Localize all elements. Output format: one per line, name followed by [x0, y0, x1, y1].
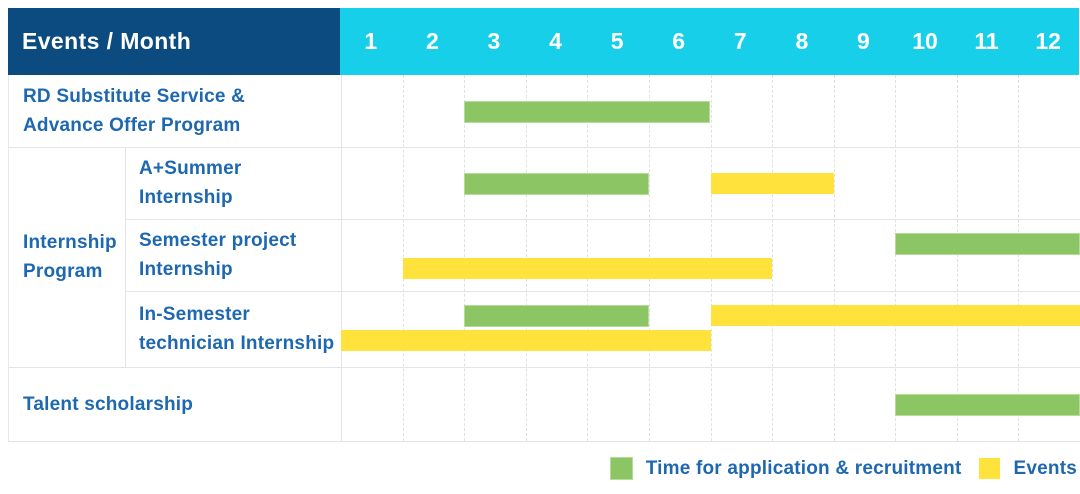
- month-gridline: [833, 75, 835, 441]
- row-label-a-plus-summer-internship: A+Summer Internship: [139, 147, 241, 219]
- table-header-row: Events / Month 1 2 3 4 5 6 7 8 9 10 11 12: [8, 8, 1079, 75]
- gantt-bar-event-in-semester-technician-internship: [341, 330, 711, 351]
- month-header-2: 2: [425, 28, 439, 54]
- gantt-bar-event-semester-project-internship: [402, 258, 773, 279]
- label-column-divider: [341, 75, 342, 441]
- month-header-4: 4: [549, 28, 562, 54]
- month-gridline: [895, 75, 897, 441]
- legend-swatch-application: [609, 457, 633, 480]
- row-label-rd-substitute-service: RD Substitute Service & Advance Offer Pro…: [23, 75, 245, 147]
- gantt-bar-application-rd-substitute-service: [464, 100, 711, 123]
- row-label-line: A+Summer: [139, 158, 242, 179]
- events-month-table: Events / Month 1 2 3 4 5 6 7 8 9 10 11 12 RD Substi…: [8, 8, 1080, 442]
- row-divider: [9, 367, 1080, 368]
- gantt-bar-application-talent-scholarship: [895, 393, 1080, 416]
- row-divider: [9, 147, 1080, 148]
- month-header-1: 1: [364, 28, 378, 54]
- legend-label-application: Time for application & recruitment: [645, 457, 962, 479]
- legend-item-event: Events: [979, 458, 1077, 480]
- table-body: RD Substitute Service & Advance Offer Pro…: [8, 75, 1080, 442]
- row-label-line: Talent scholarship: [23, 393, 194, 415]
- group-label-line: Internship: [23, 232, 117, 253]
- legend-label-event: Events: [1013, 457, 1077, 479]
- month-header-5: 5: [610, 28, 624, 54]
- gantt-bar-application-a-plus-summer-internship: [464, 172, 649, 195]
- month-header-10: 10: [912, 28, 938, 54]
- month-header-3: 3: [487, 28, 501, 54]
- month-gridline: [772, 75, 774, 441]
- legend-item-application: Time for application & recruitment: [609, 457, 962, 480]
- month-header-cells: 1 2 3 4 5 6 7 8 9 10 11 12: [340, 8, 1079, 75]
- row-label-in-semester-technician-internship: In-Semester technician Internship: [139, 291, 334, 367]
- row-label-line: technician Internship: [139, 333, 335, 354]
- header-title: Events / Month: [22, 28, 192, 54]
- row-label-line: RD Substitute Service &: [23, 86, 246, 107]
- gantt-bar-application-semester-project-internship: [895, 233, 1080, 255]
- month-header-9: 9: [857, 28, 870, 54]
- row-label-line: Internship: [139, 259, 233, 280]
- row-label-line: Internship: [139, 187, 233, 208]
- legend: Time for application & recruitment Events: [592, 457, 1077, 480]
- month-gridline: [1018, 75, 1020, 441]
- month-header-6: 6: [672, 28, 686, 54]
- row-label-talent-scholarship: Talent scholarship: [23, 367, 193, 441]
- row-divider: [125, 291, 1080, 292]
- month-header-8: 8: [795, 28, 809, 54]
- group-label-line: Program: [23, 261, 103, 282]
- month-header-11: 11: [974, 28, 999, 54]
- group-subcolumn-divider: [125, 147, 126, 367]
- header-corner-cell: Events / Month: [8, 8, 340, 75]
- row-label-line: Advance Offer Program: [23, 115, 241, 136]
- gantt-bar-application-in-semester-technician-internship: [464, 305, 649, 327]
- month-gridline: [956, 75, 958, 441]
- row-label-semester-project-internship: Semester project Internship: [139, 219, 296, 291]
- month-header-12: 12: [1035, 28, 1061, 54]
- group-label-internship-program: Internship Program: [23, 147, 117, 367]
- month-header-7: 7: [733, 28, 747, 54]
- row-label-line: In-Semester: [139, 304, 250, 325]
- row-label-line: Semester project: [139, 230, 297, 251]
- row-divider: [125, 219, 1080, 220]
- legend-swatch-event: [979, 458, 1001, 479]
- gantt-bar-event-in-semester-technician-internship: [710, 305, 1080, 326]
- gantt-bar-event-a-plus-summer-internship: [710, 172, 834, 194]
